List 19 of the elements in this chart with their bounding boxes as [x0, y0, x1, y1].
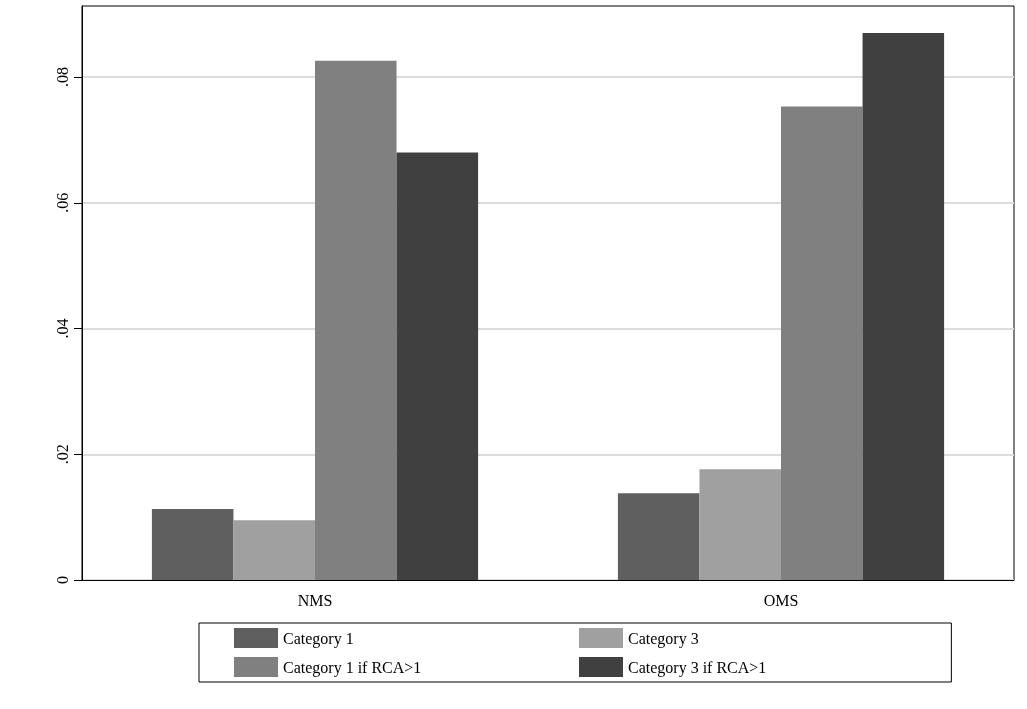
x-tick-label: NMS — [297, 591, 333, 609]
bar — [781, 106, 863, 580]
bar — [699, 469, 781, 580]
legend-label: Category 3 if RCA>1 — [628, 658, 767, 677]
bar — [617, 493, 700, 580]
bar — [862, 33, 945, 580]
y-tick-label: 0 — [53, 576, 71, 584]
bar — [396, 152, 479, 580]
x-tick-label: OMS — [763, 591, 799, 609]
bar — [233, 520, 315, 580]
y-tick-label: .02 — [53, 444, 71, 465]
legend-label: Category 1 — [283, 629, 354, 648]
y-tick-label: .06 — [53, 192, 71, 213]
bar — [151, 508, 234, 580]
legend-label: Category 3 — [628, 629, 699, 648]
legend-label: Category 1 if RCA>1 — [283, 658, 422, 677]
y-tick-label: .08 — [53, 67, 71, 88]
bar — [315, 60, 397, 580]
y-tick-label: .04 — [53, 318, 71, 339]
